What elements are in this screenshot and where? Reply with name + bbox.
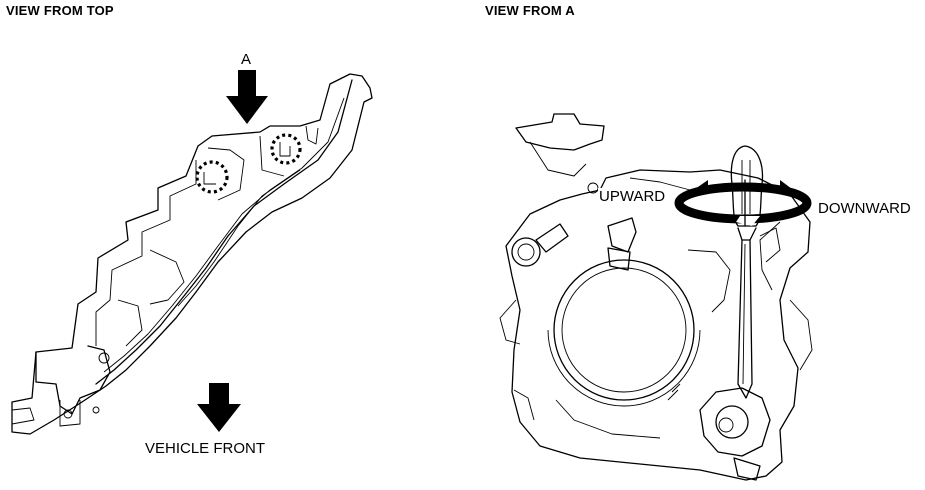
rotation-arrow-icon (674, 179, 812, 227)
arrow-down-icon (197, 383, 241, 432)
upward-label: UPWARD (598, 188, 667, 205)
left-view-heading: VIEW FROM TOP (6, 3, 114, 18)
headlight-top-view (11, 73, 373, 435)
right-view-heading: VIEW FROM A (485, 3, 575, 18)
screwdriver-icon (730, 145, 764, 399)
arrow-a-label: A (241, 51, 252, 68)
arrow-down-icon (226, 70, 268, 124)
headlight-front-view (499, 113, 813, 481)
downward-label: DOWNWARD (818, 200, 911, 217)
vehicle-front-label: VEHICLE FRONT (145, 440, 266, 457)
dotted-circle-marker-icon (195, 160, 229, 194)
dotted-circle-marker-icon (270, 133, 302, 165)
